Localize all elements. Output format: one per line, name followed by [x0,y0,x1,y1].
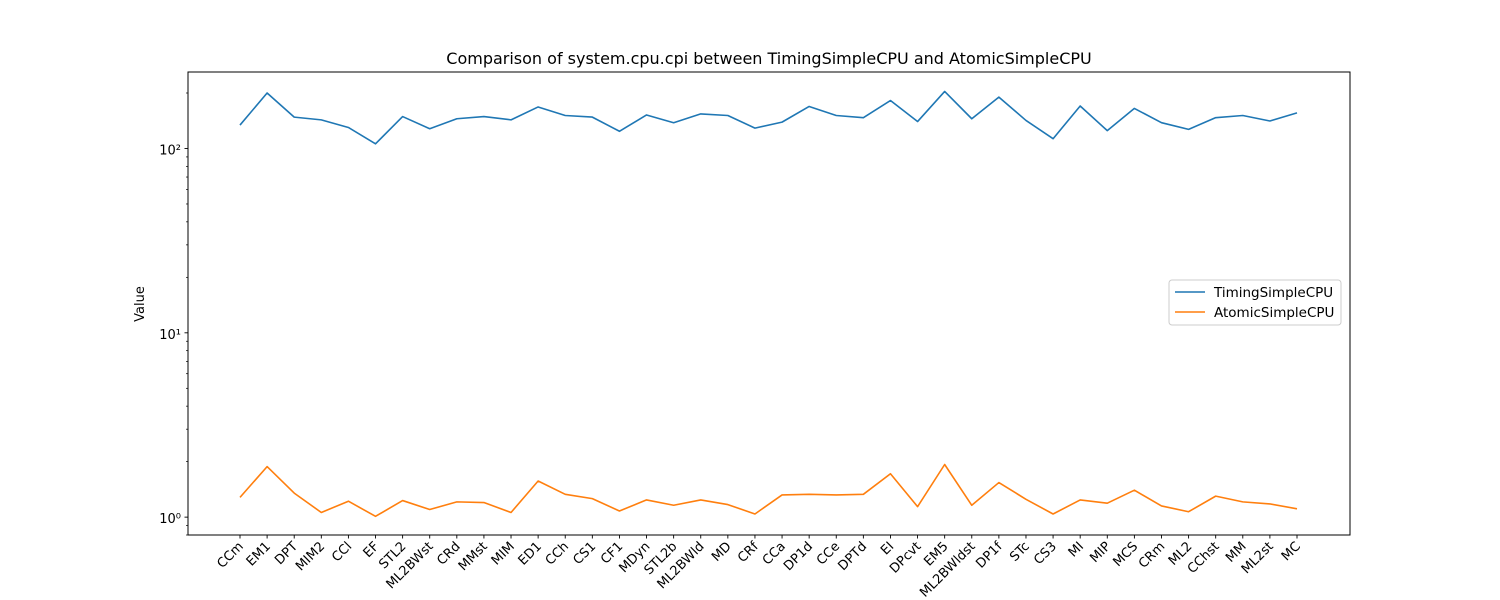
x-tick-label: CCl [329,539,355,565]
x-tick-label: MI [1066,539,1087,560]
x-tick-label: CRm [1136,539,1168,571]
plot-frame [187,71,1351,536]
x-tick-label: DP1f [973,539,1006,572]
legend-box [1168,279,1342,326]
x-tick-label: ED1 [516,539,545,568]
y-axis-label: Value [133,286,148,322]
x-tick-label: MIM [489,539,518,568]
series-line-1 [239,463,1298,518]
x-tick-label: DP1d [781,539,816,574]
x-tick-label: EI [878,539,897,558]
x-tick-label: MCS [1110,539,1141,570]
series-line-0 [239,90,1298,145]
x-tick-label: CCh [543,539,572,568]
x-tick-label: MMst [456,539,491,574]
x-tick-label: STc [1007,539,1033,565]
x-tick-label: CCm [214,539,246,571]
x-tick-label: MC [1279,539,1304,564]
x-tick-label: CS1 [570,539,599,568]
y-tick-label: 10⁰ [159,512,181,527]
chart-title: Comparison of system.cpu.cpi between Tim… [446,49,1091,68]
legend-label-1: AtomicSimpleCPU [1214,305,1334,321]
y-axis: 10⁰ 10¹ 10² [159,92,188,536]
x-tick-label: MIM2 [293,539,328,574]
y-tick-label: 10¹ [159,328,181,343]
x-tick-label: DPTd [836,539,871,574]
x-tick-label: MIP [1087,539,1114,566]
legend: TimingSimpleCPU AtomicSimpleCPU [1168,279,1342,326]
plot-lines [239,90,1298,518]
x-tick-label: MD [709,539,735,565]
x-tick-label: CS3 [1031,539,1060,568]
legend-label-0: TimingSimpleCPU [1213,285,1333,301]
x-tick-label: CChst [1185,539,1223,577]
x-tick-label: DPcvt [887,539,924,576]
x-tick-label: CRf [735,539,762,566]
y-tick-label: 10² [159,143,181,158]
x-tick-label: EM1 [244,539,274,569]
